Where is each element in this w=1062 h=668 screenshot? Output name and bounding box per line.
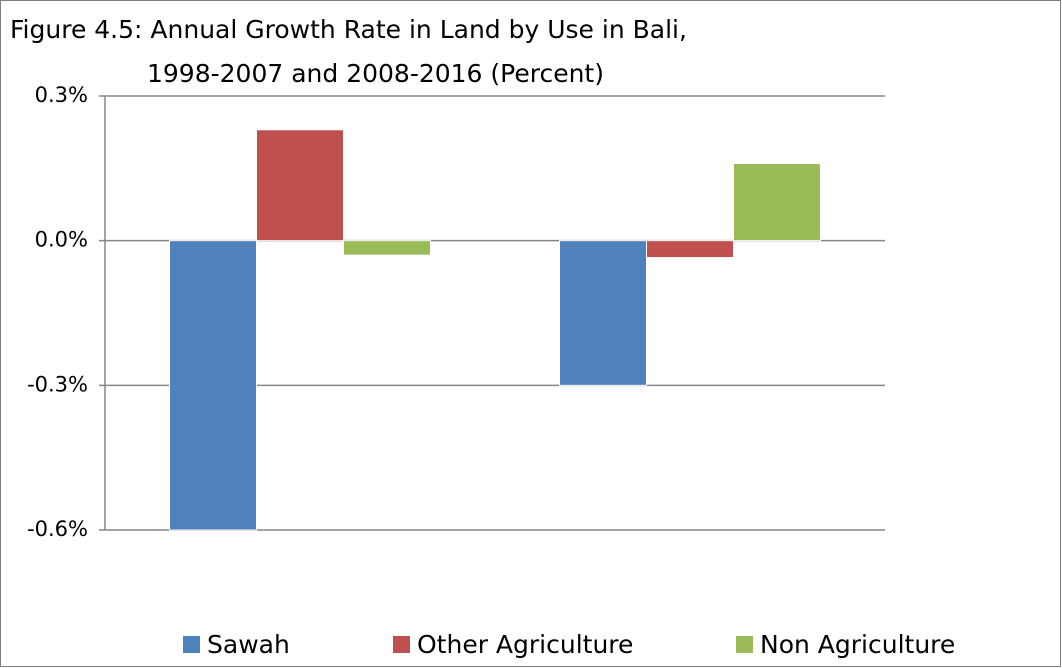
legend-label: Sawah bbox=[207, 630, 290, 659]
legend-label: Non Agriculture bbox=[760, 630, 955, 659]
y-tick-label: 0.0% bbox=[35, 228, 88, 252]
y-tick-label: 0.3% bbox=[35, 83, 88, 107]
legend-label: Other Agriculture bbox=[417, 630, 633, 659]
chart-title: Figure 4.5: Annual Growth Rate in Land b… bbox=[10, 15, 687, 44]
chart-title: 1998-2007 and 2008-2016 (Percent) bbox=[147, 59, 604, 88]
bar bbox=[559, 240, 647, 386]
legend-swatch bbox=[736, 636, 753, 653]
legend-swatch bbox=[393, 636, 410, 653]
bar bbox=[169, 240, 257, 531]
bar bbox=[256, 129, 344, 242]
bar bbox=[733, 163, 821, 242]
bar bbox=[646, 240, 734, 259]
bar bbox=[343, 240, 431, 256]
y-tick-label: -0.3% bbox=[27, 372, 88, 396]
legend-swatch bbox=[183, 636, 200, 653]
y-tick-label: -0.6% bbox=[27, 517, 88, 541]
